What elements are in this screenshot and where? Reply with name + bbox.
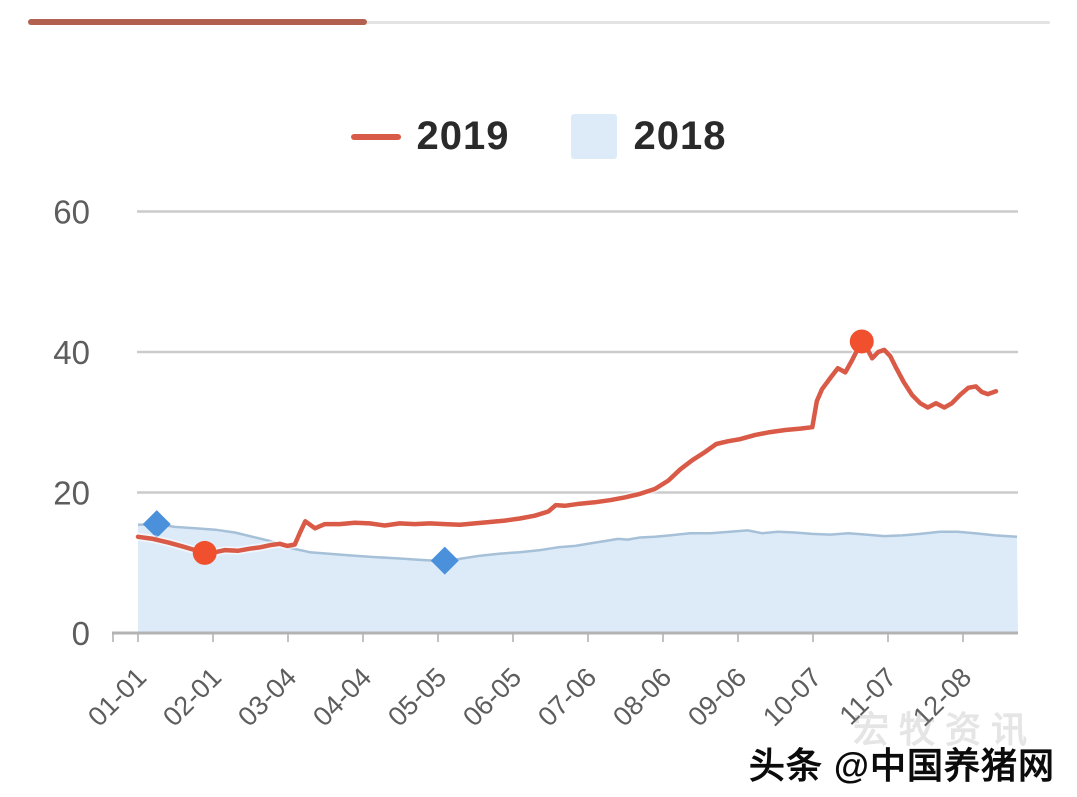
active-tab-indicator bbox=[28, 19, 367, 25]
legend-line-swatch bbox=[350, 133, 401, 140]
legend-area-swatch bbox=[571, 114, 618, 159]
series-2019-line-halo bbox=[134, 337, 1000, 557]
x-axis-label: 08-06 bbox=[607, 662, 677, 732]
x-axis-label: 07-06 bbox=[532, 662, 602, 732]
x-axis-label: 05-05 bbox=[382, 662, 452, 732]
legend-item-2018[interactable]: 2018 bbox=[571, 114, 727, 159]
legend-label-2018: 2018 bbox=[633, 114, 727, 158]
toutiao-watermark: 头条 @中国养猪网 bbox=[748, 745, 1055, 786]
x-axis-label: 03-04 bbox=[232, 662, 302, 732]
x-axis-label: 04-04 bbox=[307, 662, 377, 732]
x-axis-label: 10-07 bbox=[757, 662, 827, 732]
chart-legend: 2019 2018 bbox=[350, 114, 727, 159]
top-divider-line bbox=[28, 21, 1050, 24]
diamond-marker-2018 bbox=[430, 546, 459, 575]
x-axis-label: 02-01 bbox=[157, 662, 227, 732]
series-2019-line bbox=[135, 339, 999, 556]
y-axis-label: 0 bbox=[72, 615, 90, 652]
y-axis-label: 20 bbox=[53, 475, 90, 512]
x-axis-label: 06-05 bbox=[457, 662, 527, 732]
point-marker-2019 bbox=[849, 329, 874, 354]
faint-site-watermark: 宏牧资讯 bbox=[852, 709, 1037, 750]
legend-item-2019[interactable]: 2019 bbox=[350, 114, 510, 159]
x-axis-label: 09-06 bbox=[682, 662, 752, 732]
series-2018-area bbox=[138, 524, 1018, 633]
point-marker-2019 bbox=[192, 540, 217, 565]
legend-label-2019: 2019 bbox=[416, 114, 510, 158]
y-axis-label: 40 bbox=[53, 334, 90, 371]
diamond-marker-2018 bbox=[142, 510, 171, 539]
x-axis-label: 01-01 bbox=[82, 662, 152, 732]
y-axis-label: 60 bbox=[53, 194, 90, 231]
